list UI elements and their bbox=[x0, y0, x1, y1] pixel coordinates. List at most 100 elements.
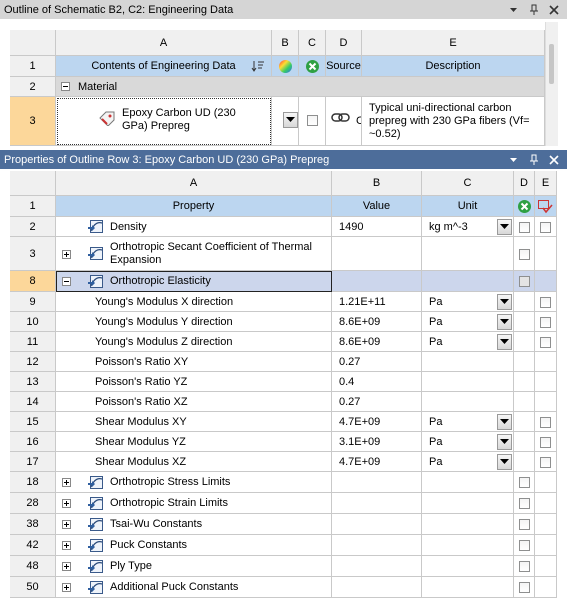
check-cell bbox=[535, 392, 557, 412]
column-letter: D bbox=[514, 171, 535, 196]
check-cell bbox=[535, 352, 557, 372]
checkbox[interactable] bbox=[519, 248, 530, 260]
group-row bbox=[56, 77, 545, 97]
checkbox[interactable] bbox=[519, 582, 530, 593]
unit-cell bbox=[422, 514, 514, 535]
menu-button[interactable] bbox=[510, 158, 517, 162]
checkbox[interactable] bbox=[540, 336, 551, 348]
expand-button[interactable] bbox=[62, 249, 71, 259]
close-button[interactable] bbox=[549, 155, 559, 165]
property-cell bbox=[56, 292, 332, 312]
property-cell bbox=[56, 312, 332, 332]
check-cell bbox=[514, 372, 535, 392]
unit-cell: kg m^-3 bbox=[422, 217, 514, 237]
check-cell bbox=[535, 472, 557, 493]
property-name: Puck Constants bbox=[110, 539, 188, 551]
row-number: 50 bbox=[10, 577, 56, 598]
close-button[interactable] bbox=[549, 5, 559, 15]
value-cell: 8.6E+09 bbox=[332, 312, 422, 332]
scrollbar[interactable] bbox=[545, 22, 558, 146]
value-cell bbox=[332, 535, 422, 556]
property-name: Density bbox=[110, 220, 147, 233]
collapse-button[interactable] bbox=[62, 277, 71, 286]
expand-button[interactable] bbox=[62, 583, 71, 592]
pin-button[interactable] bbox=[530, 154, 538, 165]
property-icon bbox=[88, 559, 103, 573]
expand-button[interactable] bbox=[62, 541, 71, 550]
column-letter: A bbox=[56, 30, 272, 56]
property-icon bbox=[88, 220, 103, 233]
property-cell bbox=[56, 432, 332, 452]
group-label: Material bbox=[78, 81, 118, 93]
row-number: 2 bbox=[10, 217, 56, 237]
expand-button[interactable] bbox=[62, 499, 71, 508]
parameter-icon bbox=[538, 200, 553, 214]
checkbox[interactable] bbox=[519, 519, 530, 530]
properties-title-buttons bbox=[510, 154, 559, 165]
checkbox[interactable] bbox=[540, 456, 551, 468]
checkbox[interactable] bbox=[519, 540, 530, 551]
checkbox[interactable] bbox=[519, 477, 530, 488]
value-cell: 4.7E+09 bbox=[332, 412, 422, 432]
property-name: Young's Modulus X direction bbox=[95, 295, 234, 308]
row-number: 18 bbox=[10, 472, 56, 493]
checkbox[interactable] bbox=[519, 498, 530, 509]
value-cell: 1.21E+11 bbox=[332, 292, 422, 312]
collapse-button[interactable] bbox=[61, 82, 70, 91]
check-cell bbox=[535, 271, 557, 292]
value-cell: 0.27 bbox=[332, 352, 422, 372]
value-cell bbox=[332, 514, 422, 535]
check-cell bbox=[535, 372, 557, 392]
unit-cell bbox=[422, 271, 514, 292]
property-cell bbox=[56, 217, 332, 237]
property-name: Tsai-Wu Constants bbox=[110, 518, 203, 530]
material-name: Epoxy Carbon UD (230 GPa) Prepreg bbox=[122, 107, 236, 132]
property-name: Additional Puck Constants bbox=[110, 581, 239, 593]
check-cell bbox=[535, 535, 557, 556]
checkbox[interactable] bbox=[540, 221, 551, 233]
sort-icon[interactable] bbox=[251, 59, 265, 73]
row-number: 3 bbox=[10, 237, 56, 271]
column-letter: B bbox=[332, 171, 422, 196]
checkbox[interactable] bbox=[540, 316, 551, 328]
checkbox[interactable] bbox=[519, 221, 530, 233]
property-name: Poisson's Ratio YZ bbox=[95, 375, 188, 388]
check-cell bbox=[514, 412, 535, 432]
column-letter: E bbox=[535, 171, 557, 196]
menu-button[interactable] bbox=[510, 8, 517, 12]
dropdown-arrow bbox=[500, 419, 509, 424]
column-letter: E bbox=[362, 30, 545, 56]
row-number: 15 bbox=[10, 412, 56, 432]
checkbox[interactable] bbox=[540, 296, 551, 308]
checkbox[interactable] bbox=[540, 416, 551, 428]
checkbox[interactable] bbox=[519, 276, 530, 287]
dropdown-arrow bbox=[500, 319, 509, 324]
unit-cell: Pa bbox=[422, 452, 514, 472]
unit-cell: Pa bbox=[422, 332, 514, 352]
property-name: Shear Modulus XZ bbox=[95, 455, 187, 468]
check-cell bbox=[514, 452, 535, 472]
checkbox[interactable] bbox=[307, 115, 318, 126]
row-number: 2 bbox=[10, 77, 56, 97]
scroll-thumb[interactable] bbox=[549, 44, 554, 84]
row-number: 8 bbox=[10, 271, 56, 292]
header-cell: Unit bbox=[422, 196, 514, 217]
pin-button[interactable] bbox=[530, 4, 538, 15]
property-cell bbox=[56, 332, 332, 352]
check-cell bbox=[535, 514, 557, 535]
row-number: 28 bbox=[10, 493, 56, 514]
expand-button[interactable] bbox=[62, 562, 71, 571]
checkbox[interactable] bbox=[519, 561, 530, 572]
expand-button[interactable] bbox=[62, 520, 71, 529]
value-cell: 8.6E+09 bbox=[332, 332, 422, 352]
unit-cell bbox=[422, 556, 514, 577]
expand-button[interactable] bbox=[62, 478, 71, 487]
unit-cell: Pa bbox=[422, 292, 514, 312]
row-number: 17 bbox=[10, 452, 56, 472]
outline-title: Outline of Schematic B2, C2: Engineering… bbox=[4, 3, 234, 16]
checkbox[interactable] bbox=[540, 436, 551, 448]
outline-title-buttons bbox=[510, 4, 559, 15]
value-cell bbox=[332, 556, 422, 577]
property-cell bbox=[56, 577, 332, 598]
material-cell bbox=[299, 97, 326, 146]
